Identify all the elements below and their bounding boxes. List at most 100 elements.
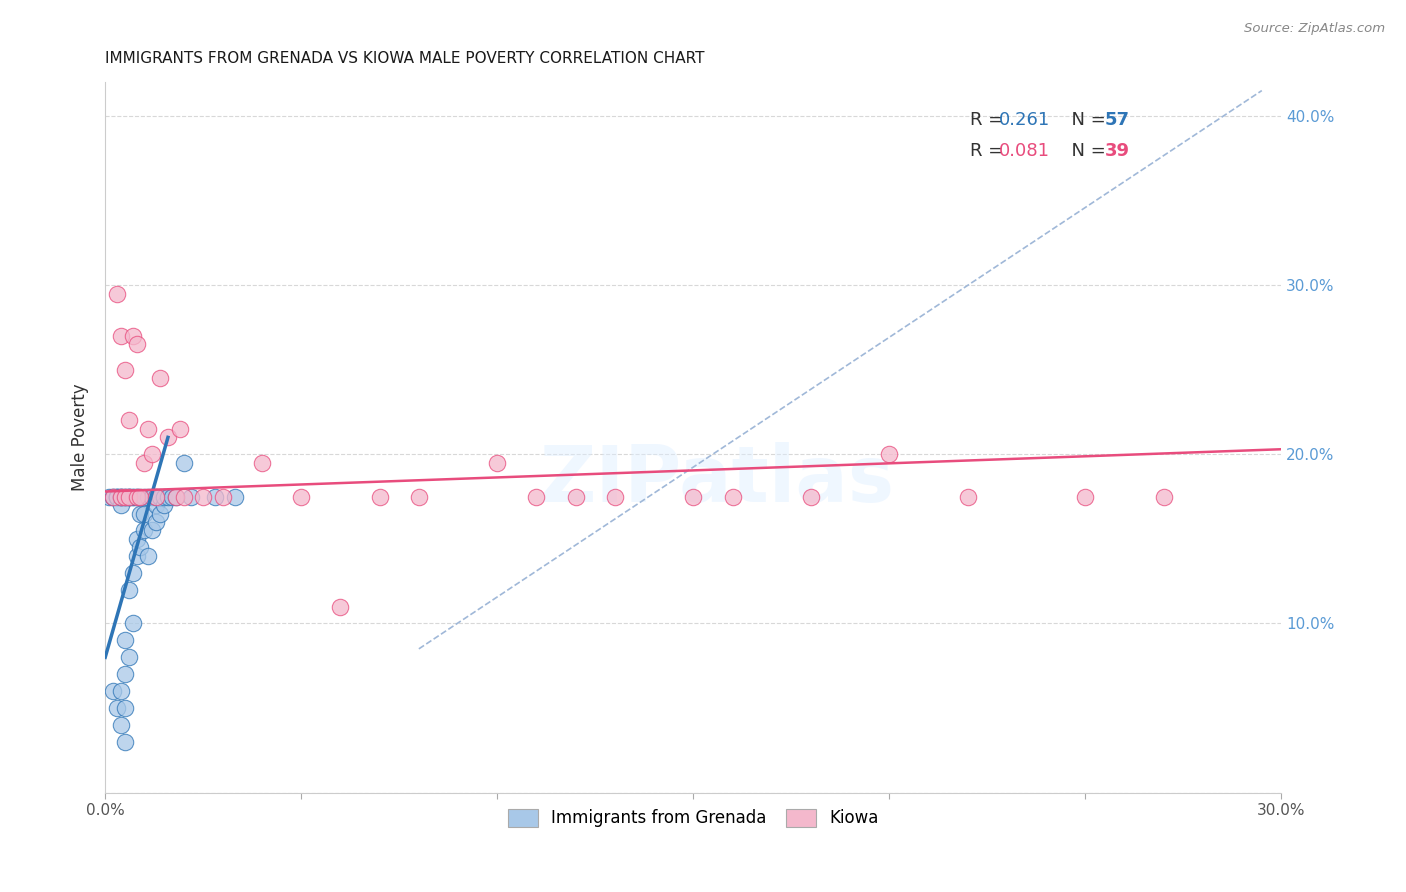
Point: [149, 490, 172, 504]
Point: [105, 286, 128, 301]
Point: [250, 456, 273, 470]
Point: [224, 490, 246, 504]
Point: [114, 735, 136, 749]
Point: [110, 490, 132, 504]
Point: [329, 599, 352, 614]
Point: [156, 490, 179, 504]
Point: [121, 490, 143, 504]
Point: [134, 507, 156, 521]
Text: 0.081: 0.081: [1000, 142, 1050, 160]
Text: Source: ZipAtlas.com: Source: ZipAtlas.com: [1244, 22, 1385, 36]
Point: [180, 490, 202, 504]
Point: [101, 684, 124, 698]
Point: [101, 490, 124, 504]
Point: [121, 566, 143, 580]
Text: R =: R =: [970, 112, 1008, 129]
Point: [141, 490, 163, 504]
Point: [603, 490, 626, 504]
Text: IMMIGRANTS FROM GRENADA VS KIOWA MALE POVERTY CORRELATION CHART: IMMIGRANTS FROM GRENADA VS KIOWA MALE PO…: [105, 51, 704, 66]
Point: [110, 684, 132, 698]
Point: [721, 490, 744, 504]
Text: ZIPatlas: ZIPatlas: [540, 442, 894, 518]
Point: [110, 718, 132, 732]
Point: [138, 490, 160, 504]
Point: [118, 490, 141, 504]
Text: R =: R =: [970, 142, 1008, 160]
Point: [105, 490, 128, 504]
Point: [114, 490, 136, 504]
Point: [118, 490, 141, 504]
Text: 0.261: 0.261: [1000, 112, 1050, 129]
Point: [204, 490, 226, 504]
Point: [193, 490, 215, 504]
Point: [101, 490, 124, 504]
Point: [134, 490, 156, 504]
Text: N =: N =: [1060, 112, 1112, 129]
Point: [125, 337, 148, 351]
Point: [114, 362, 136, 376]
Point: [110, 329, 132, 343]
Point: [368, 490, 391, 504]
Point: [145, 490, 167, 504]
Point: [145, 515, 167, 529]
Point: [110, 490, 132, 504]
Point: [800, 490, 823, 504]
Legend: Immigrants from Grenada, Kiowa: Immigrants from Grenada, Kiowa: [501, 802, 886, 834]
Point: [169, 422, 191, 436]
Point: [114, 490, 136, 504]
Text: 39: 39: [1105, 142, 1130, 160]
Point: [173, 456, 195, 470]
Point: [149, 507, 172, 521]
Text: N =: N =: [1060, 142, 1112, 160]
Point: [141, 447, 163, 461]
Point: [125, 490, 148, 504]
Point: [98, 490, 121, 504]
Point: [879, 447, 901, 461]
Point: [138, 422, 160, 436]
Point: [145, 498, 167, 512]
Point: [1153, 490, 1175, 504]
Point: [134, 456, 156, 470]
Point: [526, 490, 548, 504]
Point: [1074, 490, 1097, 504]
Point: [153, 498, 176, 512]
Point: [121, 490, 143, 504]
Point: [121, 329, 143, 343]
Point: [138, 549, 160, 563]
Point: [105, 490, 128, 504]
Point: [118, 490, 141, 504]
Point: [129, 507, 152, 521]
Point: [408, 490, 430, 504]
Point: [129, 490, 152, 504]
Point: [165, 490, 187, 504]
Point: [118, 413, 141, 427]
Point: [105, 701, 128, 715]
Point: [141, 524, 163, 538]
Point: [121, 616, 143, 631]
Point: [165, 490, 187, 504]
Point: [160, 490, 183, 504]
Point: [114, 633, 136, 648]
Point: [101, 490, 124, 504]
Point: [110, 498, 132, 512]
Point: [114, 701, 136, 715]
Point: [145, 490, 167, 504]
Point: [125, 532, 148, 546]
Point: [118, 582, 141, 597]
Point: [149, 371, 172, 385]
Point: [114, 667, 136, 681]
Text: 57: 57: [1105, 112, 1130, 129]
Point: [105, 490, 128, 504]
Point: [682, 490, 704, 504]
Point: [110, 490, 132, 504]
Point: [125, 490, 148, 504]
Point: [129, 541, 152, 555]
Point: [118, 650, 141, 665]
Point: [153, 490, 176, 504]
Point: [290, 490, 312, 504]
Point: [134, 524, 156, 538]
Point: [114, 490, 136, 504]
Y-axis label: Male Poverty: Male Poverty: [72, 384, 89, 491]
Point: [129, 490, 152, 504]
Point: [211, 490, 233, 504]
